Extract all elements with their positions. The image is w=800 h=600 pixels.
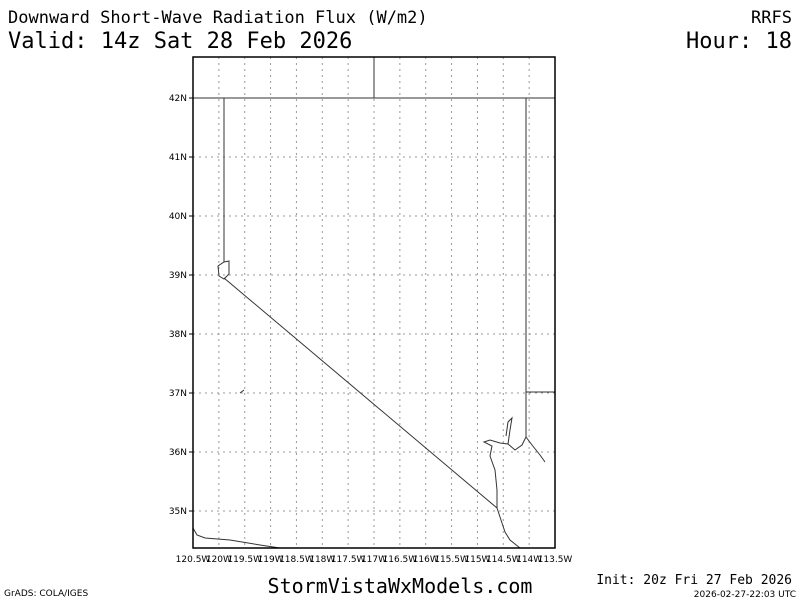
lon-label: 118.5W [279,555,314,565]
lake [482,436,527,508]
lake [217,260,230,280]
lon-label: 116W [413,555,439,565]
lat-label: 40N [169,212,187,222]
lon-label: 119W [258,555,284,565]
lon-label: 113.5W [538,555,573,565]
border [223,277,498,509]
lon-labels: 120.5W120W119.5W119W118.5W118W117.5W117W… [176,555,573,565]
lon-label: 114W [516,555,542,565]
lake [505,416,546,463]
lake [239,389,245,394]
lon-label: 120.5W [176,555,211,565]
river [496,507,521,549]
lon-label: 117W [361,555,387,565]
lon-label: 117.5W [331,555,366,565]
boundaries [192,57,555,549]
lon-label: 116.5W [383,555,418,565]
lon-label: 120W [206,555,232,565]
lat-label: 36N [169,448,187,458]
lon-label: 115W [464,555,490,565]
site: StormVistaWxModels.com [268,574,533,598]
lat-label: 41N [169,153,187,163]
map-frame [192,56,556,549]
coast [192,527,281,549]
valid-time: Valid: 14z Sat 28 Feb 2026 [8,29,352,54]
timestamp: 2026-02-27-22:03 UTC [694,590,796,600]
lon-label: 115.5W [434,555,469,565]
init-time: Init: 20z Fri 27 Feb 2026 [596,573,792,588]
lat-label: 39N [169,271,187,281]
model: RRFS [751,8,792,28]
lat-label: 38N [169,330,187,340]
lon-label: 119.5W [227,555,262,565]
lat-label: 42N [169,94,187,104]
lat-label: 35N [169,507,187,517]
title: Downward Short-Wave Radiation Flux (W/m2… [8,8,428,28]
lat-labels: 42N 41N 40N 39N 38N 37N 36N 35N [169,94,193,517]
lat-label: 37N [169,389,187,399]
forecast-hour: Hour: 18 [686,29,792,54]
credit: GrADS: COLA/IGES [4,589,88,599]
lon-label: 118W [309,555,335,565]
lon-label: 114.5W [486,555,521,565]
